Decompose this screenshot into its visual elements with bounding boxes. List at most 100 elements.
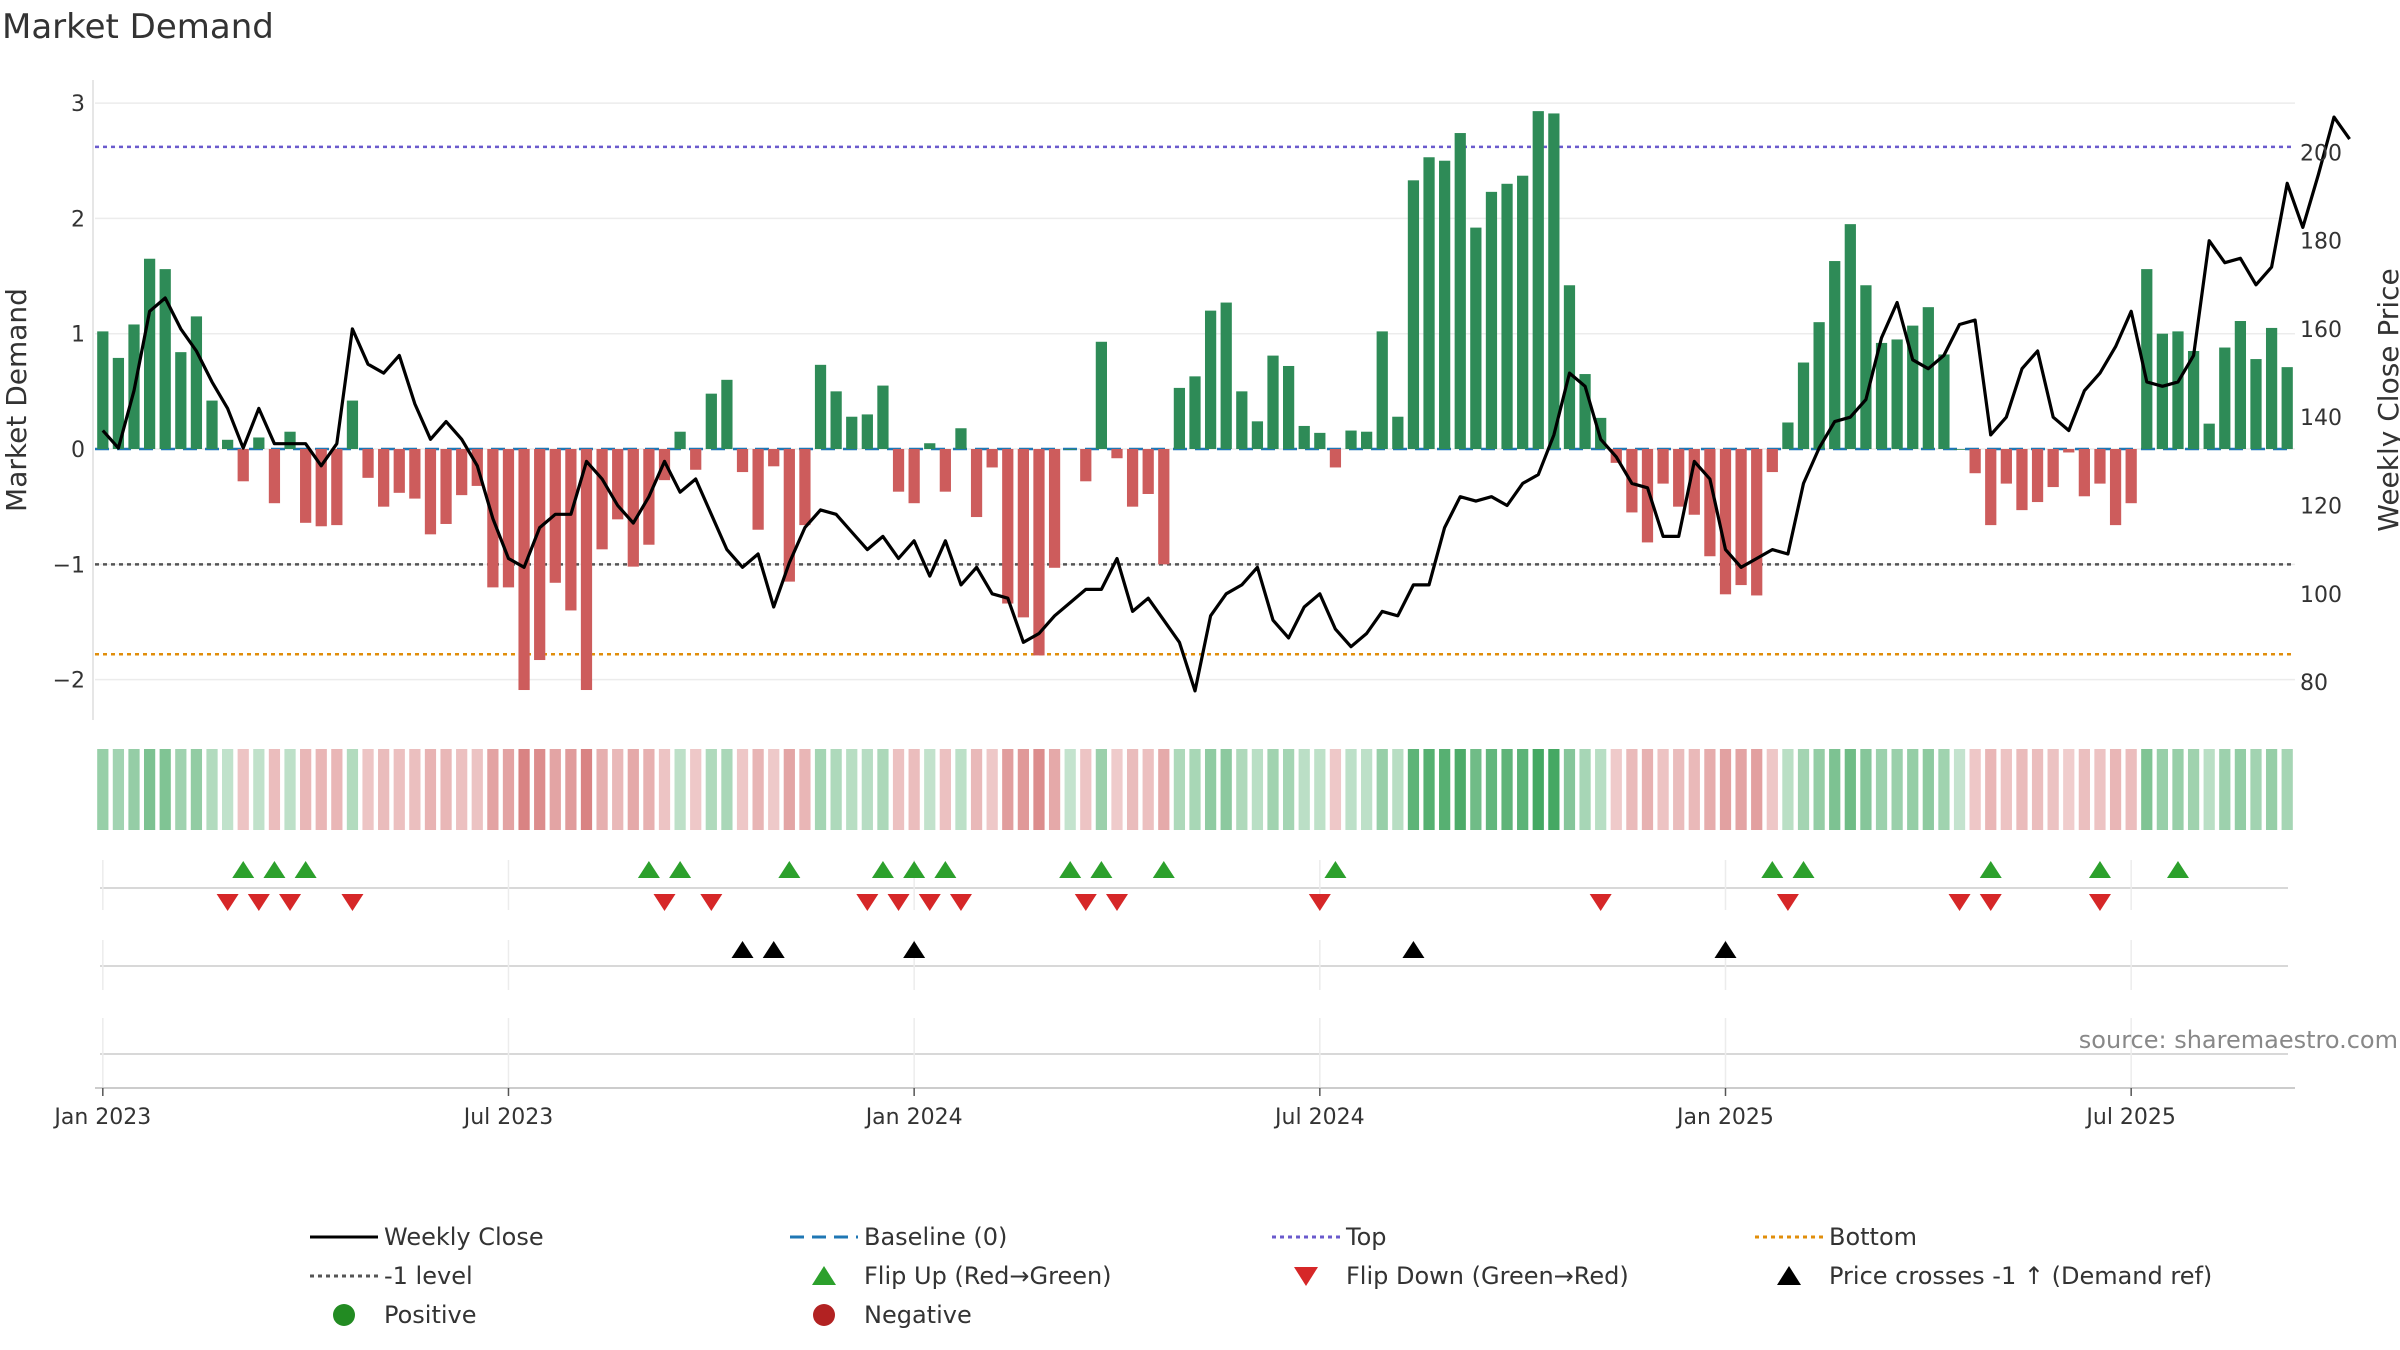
demand-bar	[143, 258, 156, 450]
heat-cell	[1548, 749, 1560, 830]
demand-bar	[1220, 302, 1232, 450]
demand-bar	[315, 449, 327, 527]
heat-cell	[627, 749, 639, 830]
legend-label: -1 level	[384, 1262, 473, 1290]
heat-cell	[1688, 749, 1700, 830]
heat-cell	[97, 749, 109, 830]
demand-bar	[456, 449, 468, 496]
heat-cell	[518, 749, 530, 830]
heat-cell	[1563, 749, 1576, 830]
demand-bar	[1485, 191, 1498, 450]
heat-cell	[1969, 749, 1981, 830]
heat-cell	[1345, 749, 1357, 830]
heat-cell	[2234, 749, 2247, 830]
demand-bar	[206, 400, 218, 450]
cross-marker	[731, 941, 754, 958]
demand-bar	[814, 364, 827, 450]
heat-cell	[2000, 749, 2012, 830]
demand-bar	[1782, 422, 1794, 450]
heat-cell	[112, 749, 125, 830]
demand-bar	[1953, 449, 1966, 450]
flip-up-marker	[778, 861, 801, 878]
demand-bar	[1829, 261, 1841, 450]
demand-bar	[1064, 449, 1076, 450]
demand-bar	[2219, 347, 2231, 450]
demand-bar	[1204, 310, 1217, 450]
heat-cell	[752, 749, 764, 830]
demand-bar	[1657, 449, 1669, 484]
heat-cell	[222, 749, 234, 830]
heat-cell	[596, 749, 608, 830]
flip-up-marker	[263, 861, 286, 878]
demand-bar	[393, 449, 405, 493]
flip-up-marker	[1059, 861, 1082, 878]
demand-bar	[1517, 175, 1529, 450]
heat-cell	[237, 749, 249, 830]
demand-bar	[1875, 342, 1888, 450]
demand-bar	[1751, 449, 1763, 596]
heat-cell	[924, 749, 936, 830]
heat-cell	[175, 749, 187, 830]
y-tick-label-right: 140	[2300, 406, 2342, 431]
heat-cell	[440, 749, 452, 830]
heat-cell	[565, 749, 577, 830]
heat-cell	[830, 749, 842, 830]
flip-up-marker	[669, 861, 692, 878]
demand-bar	[705, 393, 717, 450]
y-tick-label-left: 0	[71, 438, 85, 463]
heat-cell	[1875, 749, 1888, 830]
demand-bar	[1392, 416, 1404, 450]
heat-cell	[1673, 749, 1685, 830]
heat-cell	[2250, 749, 2262, 830]
demand-bar	[1142, 449, 1154, 494]
demand-bar	[159, 269, 171, 450]
demand-bar	[1938, 354, 1950, 450]
demand-bar	[1033, 449, 1045, 656]
weekly-close-line	[101, 115, 2351, 693]
demand-bar	[2031, 449, 2044, 503]
legend-swatch-triangle-up	[812, 1266, 836, 1285]
heat-cell	[1080, 749, 1092, 830]
heat-cell	[877, 749, 889, 830]
heat-cell	[1595, 749, 1607, 830]
demand-bar	[1298, 425, 1310, 450]
y-tick-label-left: 1	[71, 323, 85, 348]
y-tick-label-left: −1	[53, 553, 85, 578]
heat-cell	[1126, 749, 1139, 830]
heat-cell	[2078, 749, 2090, 830]
demand-bar	[908, 449, 920, 504]
demand-bar	[424, 449, 437, 535]
y-axis-title-right: Weekly Close Price	[2372, 268, 2400, 531]
demand-bar	[1361, 431, 1373, 450]
demand-bar	[2234, 321, 2247, 450]
heat-cell	[908, 749, 920, 830]
demand-bar	[1407, 180, 1420, 450]
y-tick-label-right: 200	[2300, 141, 2342, 166]
demand-bar	[253, 437, 265, 450]
legend-label: Top	[1345, 1223, 1387, 1251]
flip-down-marker	[1308, 894, 1331, 911]
demand-bar	[1439, 160, 1451, 450]
demand-bar	[331, 449, 343, 526]
demand-bar	[877, 385, 889, 450]
heat-cell	[1657, 749, 1669, 830]
heat-cell	[1329, 749, 1342, 830]
demand-bar	[736, 449, 749, 473]
flip-down-marker	[653, 894, 676, 911]
heat-cell	[674, 749, 686, 830]
demand-bar	[1454, 133, 1466, 450]
flip-down-marker	[341, 894, 364, 911]
demand-bar	[1844, 224, 1856, 450]
flip-up-marker	[1792, 861, 1815, 878]
flip-down-marker	[247, 894, 270, 911]
cross-marker	[903, 941, 926, 958]
heat-cell	[1220, 749, 1232, 830]
demand-bar	[2125, 449, 2137, 504]
cross-marker	[1714, 941, 1737, 958]
flip-down-marker	[700, 894, 723, 911]
flip-down-marker	[1979, 894, 2002, 911]
heat-cell	[580, 749, 593, 830]
heat-cell	[1376, 749, 1388, 830]
demand-bar	[378, 449, 390, 507]
